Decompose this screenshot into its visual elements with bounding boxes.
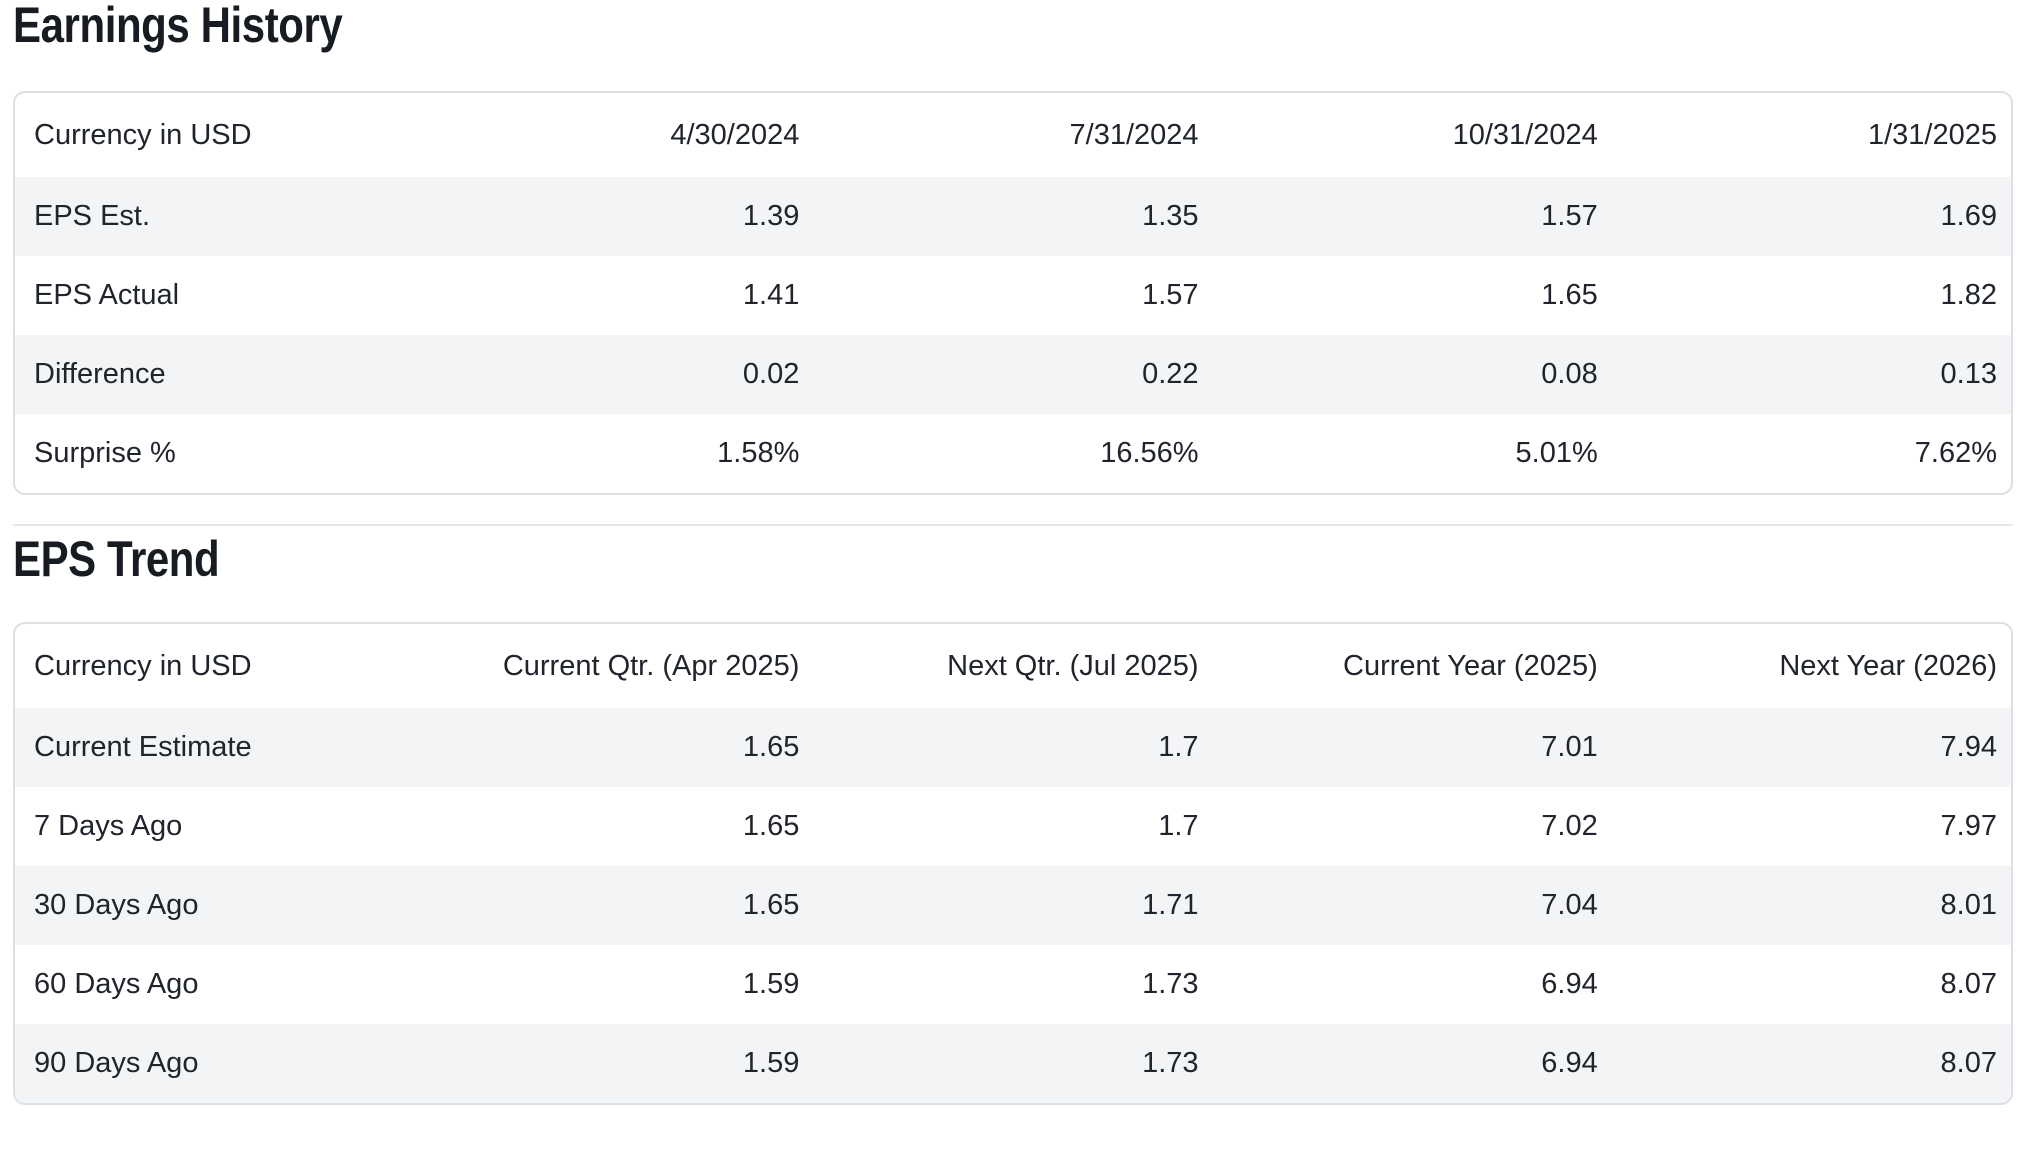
row-label: 30 Days Ago: [34, 889, 199, 921]
table-row-eps-actual: EPS Actual 1.41 1.57 1.65 1.82: [15, 256, 2011, 335]
cell-value: 1.7: [1158, 810, 1199, 842]
column-header-current-qtr: Current Qtr. (Apr 2025): [502, 649, 800, 682]
row-label: 90 Days Ago: [34, 1047, 199, 1079]
earnings-history-title-text: Earnings History: [13, 0, 343, 53]
column-header-date-4: 1/31/2025: [1867, 118, 1997, 151]
cell-value: 7.62%: [1914, 437, 1997, 469]
cell-value: 1.7: [1158, 731, 1199, 763]
row-label: 7 Days Ago: [34, 810, 183, 842]
cell-value: 1.41: [742, 279, 800, 311]
column-header-next-qtr: Next Qtr. (Jul 2025): [947, 649, 1199, 682]
cell-value: 1.65: [742, 810, 800, 842]
cell-value: 1.59: [742, 968, 800, 1000]
section-divider: [13, 524, 2013, 526]
cell-value: 7.04: [1541, 889, 1598, 921]
column-header-date-1: 4/30/2024: [670, 118, 800, 151]
column-header-current-year: Current Year (2025): [1343, 649, 1598, 682]
cell-value: 1.71: [1142, 889, 1199, 921]
cell-value: 7.01: [1541, 731, 1598, 763]
table-row-7-days-ago: 7 Days Ago 1.65 1.7 7.02 7.97: [15, 787, 2011, 866]
cell-value: 6.94: [1541, 1047, 1598, 1079]
cell-value: 8.01: [1940, 889, 1997, 921]
earnings-history-table-card: Currency in USD 4/30/2024 7/31/2024 10/3…: [13, 91, 2013, 495]
cell-value: 1.39: [742, 200, 800, 232]
row-label: Difference: [34, 358, 166, 390]
eps-trend-section: EPS Trend Currency in USD Current Qtr. (…: [13, 534, 2013, 1105]
cell-value: 8.07: [1940, 968, 1997, 1000]
table-row-current-estimate: Current Estimate 1.65 1.7 7.01 7.94: [15, 708, 2011, 787]
cell-value: 1.58%: [717, 437, 800, 469]
cell-value: 1.73: [1142, 968, 1199, 1000]
cell-value: 0.02: [742, 358, 800, 390]
eps-trend-table-card: Currency in USD Current Qtr. (Apr 2025) …: [13, 622, 2013, 1105]
row-label: EPS Est.: [34, 200, 151, 232]
cell-value: 1.65: [1541, 279, 1598, 311]
cell-value: 1.57: [1142, 279, 1199, 311]
earnings-history-table: Currency in USD 4/30/2024 7/31/2024 10/3…: [15, 93, 2011, 493]
table-row-difference: Difference 0.02 0.22 0.08 0.13: [15, 335, 2011, 414]
eps-trend-header-row: Currency in USD Current Qtr. (Apr 2025) …: [15, 624, 2011, 708]
cell-value: 6.94: [1541, 968, 1598, 1000]
row-label: 60 Days Ago: [34, 968, 199, 1000]
earnings-history-title: Earnings History: [13, 0, 2013, 50]
cell-value: 1.65: [742, 731, 800, 763]
earnings-page: Earnings History Currency in USD 4/30/20…: [13, 0, 2013, 1105]
table-row-surprise: Surprise % 1.58% 16.56% 5.01% 7.62%: [15, 414, 2011, 493]
column-header-next-year: Next Year (2026): [1779, 649, 1997, 682]
cell-value: 8.07: [1940, 1047, 1997, 1079]
cell-value: 0.13: [1940, 358, 1997, 390]
cell-value: 7.02: [1541, 810, 1598, 842]
table-row-30-days-ago: 30 Days Ago 1.65 1.71 7.04 8.01: [15, 866, 2011, 945]
cell-value: 7.97: [1940, 810, 1997, 842]
column-header-date-2: 7/31/2024: [1069, 118, 1199, 151]
row-label: EPS Actual: [34, 279, 180, 311]
column-header-currency: Currency in USD: [34, 118, 252, 151]
cell-value: 1.59: [742, 1047, 800, 1079]
eps-trend-title: EPS Trend: [13, 534, 2013, 584]
cell-value: 1.65: [742, 889, 800, 921]
table-row-eps-est: EPS Est. 1.39 1.35 1.57 1.69: [15, 177, 2011, 256]
earnings-history-header-row: Currency in USD 4/30/2024 7/31/2024 10/3…: [15, 93, 2011, 177]
row-label: Surprise %: [34, 437, 176, 469]
row-label: Current Estimate: [34, 731, 252, 763]
cell-value: 1.82: [1940, 279, 1997, 311]
cell-value: 7.94: [1940, 731, 1997, 763]
column-header-currency: Currency in USD: [34, 649, 252, 682]
eps-trend-table: Currency in USD Current Qtr. (Apr 2025) …: [15, 624, 2011, 1103]
table-row-90-days-ago: 90 Days Ago 1.59 1.73 6.94 8.07: [15, 1024, 2011, 1103]
cell-value: 0.08: [1541, 358, 1598, 390]
cell-value: 16.56%: [1100, 437, 1199, 469]
eps-trend-title-text: EPS Trend: [13, 531, 220, 587]
cell-value: 1.69: [1940, 200, 1997, 232]
cell-value: 5.01%: [1515, 437, 1598, 469]
cell-value: 1.35: [1142, 200, 1199, 232]
cell-value: 1.73: [1142, 1047, 1199, 1079]
cell-value: 0.22: [1142, 358, 1199, 390]
cell-value: 1.57: [1541, 200, 1598, 232]
column-header-date-3: 10/31/2024: [1452, 118, 1598, 151]
earnings-history-section: Earnings History Currency in USD 4/30/20…: [13, 0, 2013, 495]
table-row-60-days-ago: 60 Days Ago 1.59 1.73 6.94 8.07: [15, 945, 2011, 1024]
